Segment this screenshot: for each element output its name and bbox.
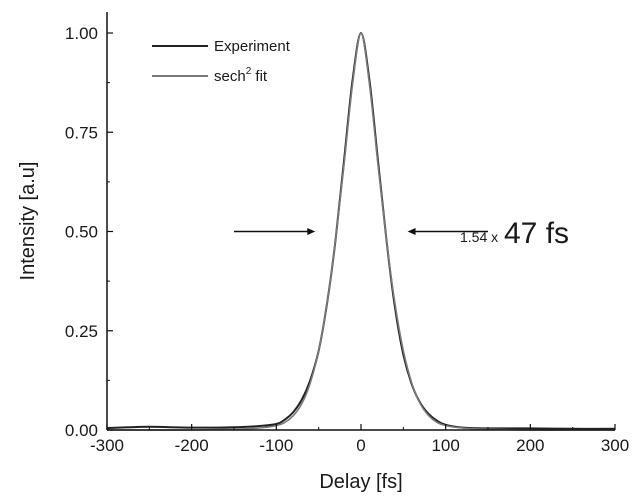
y-axis-title: Intensity [a.u] bbox=[17, 162, 39, 281]
y-tick-label: 0.00 bbox=[65, 421, 98, 440]
legend-label-fit-sup: 2 bbox=[246, 66, 252, 77]
legend-label-fit-tail: fit bbox=[251, 68, 268, 85]
fwhm-arrow-left-head bbox=[307, 228, 316, 235]
legend-label-fit: sech2 fit bbox=[214, 66, 268, 85]
fwhm-arrow-right-head bbox=[407, 228, 416, 235]
legend-label-experiment: Experiment bbox=[214, 38, 291, 55]
x-tick-label: 200 bbox=[516, 436, 544, 455]
x-tick-label: 300 bbox=[601, 436, 629, 455]
legend-label-fit-base: sech bbox=[214, 68, 246, 85]
fwhm-prefix-label: 1.54 x bbox=[460, 229, 498, 245]
x-axis-title: Delay [fs] bbox=[319, 471, 402, 493]
y-tick-label: 0.25 bbox=[65, 322, 98, 341]
y-tick-label: 1.00 bbox=[65, 24, 98, 43]
ticks-layer: -300 -200 -100 0 100 200 300 0.00 0.25 0.50 0.75 1.… bbox=[65, 24, 629, 455]
x-tick-label: 0 bbox=[356, 436, 365, 455]
y-tick-label: 0.75 bbox=[65, 123, 98, 142]
x-tick-label: -300 bbox=[90, 436, 124, 455]
x-tick-label: -200 bbox=[175, 436, 209, 455]
fwhm-annotation: 1.54 x 47 fs bbox=[234, 217, 569, 250]
y-tick-label: 0.50 bbox=[65, 223, 98, 242]
legend: Experiment sech2 fit bbox=[152, 38, 291, 85]
x-tick-label: -100 bbox=[259, 436, 293, 455]
x-tick-label: 100 bbox=[431, 436, 459, 455]
fwhm-value-label: 47 fs bbox=[504, 217, 569, 250]
plot-area bbox=[107, 12, 615, 430]
